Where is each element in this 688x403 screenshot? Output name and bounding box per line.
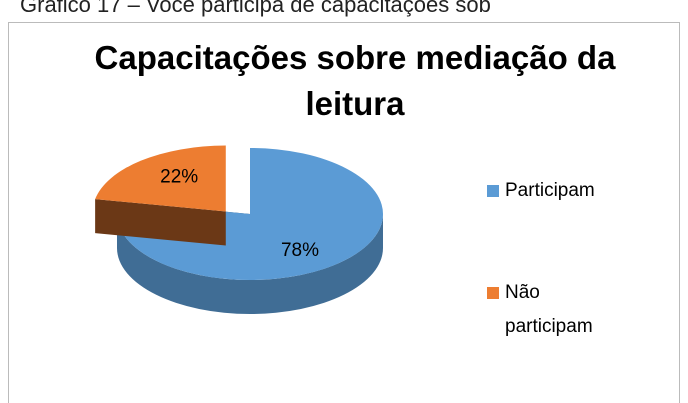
data-label: 78% xyxy=(281,240,319,261)
slice-wall xyxy=(95,199,226,246)
chart-title-text: Capacitações sobre mediação da leitura xyxy=(95,39,617,122)
legend-label: Não participam xyxy=(505,282,593,337)
chart-title: Capacitações sobre mediação da leitura xyxy=(95,39,617,122)
legend-swatch xyxy=(487,185,499,197)
data-label: 22% xyxy=(160,167,198,188)
legend-swatch xyxy=(487,287,499,299)
slice-side xyxy=(117,214,383,314)
slice-top xyxy=(95,145,226,212)
slice xyxy=(95,145,226,246)
slice-top xyxy=(116,148,384,280)
caption: Gráfico 17 – Você participa de capacitaç… xyxy=(20,0,491,17)
legend-label: Participam xyxy=(505,180,595,201)
